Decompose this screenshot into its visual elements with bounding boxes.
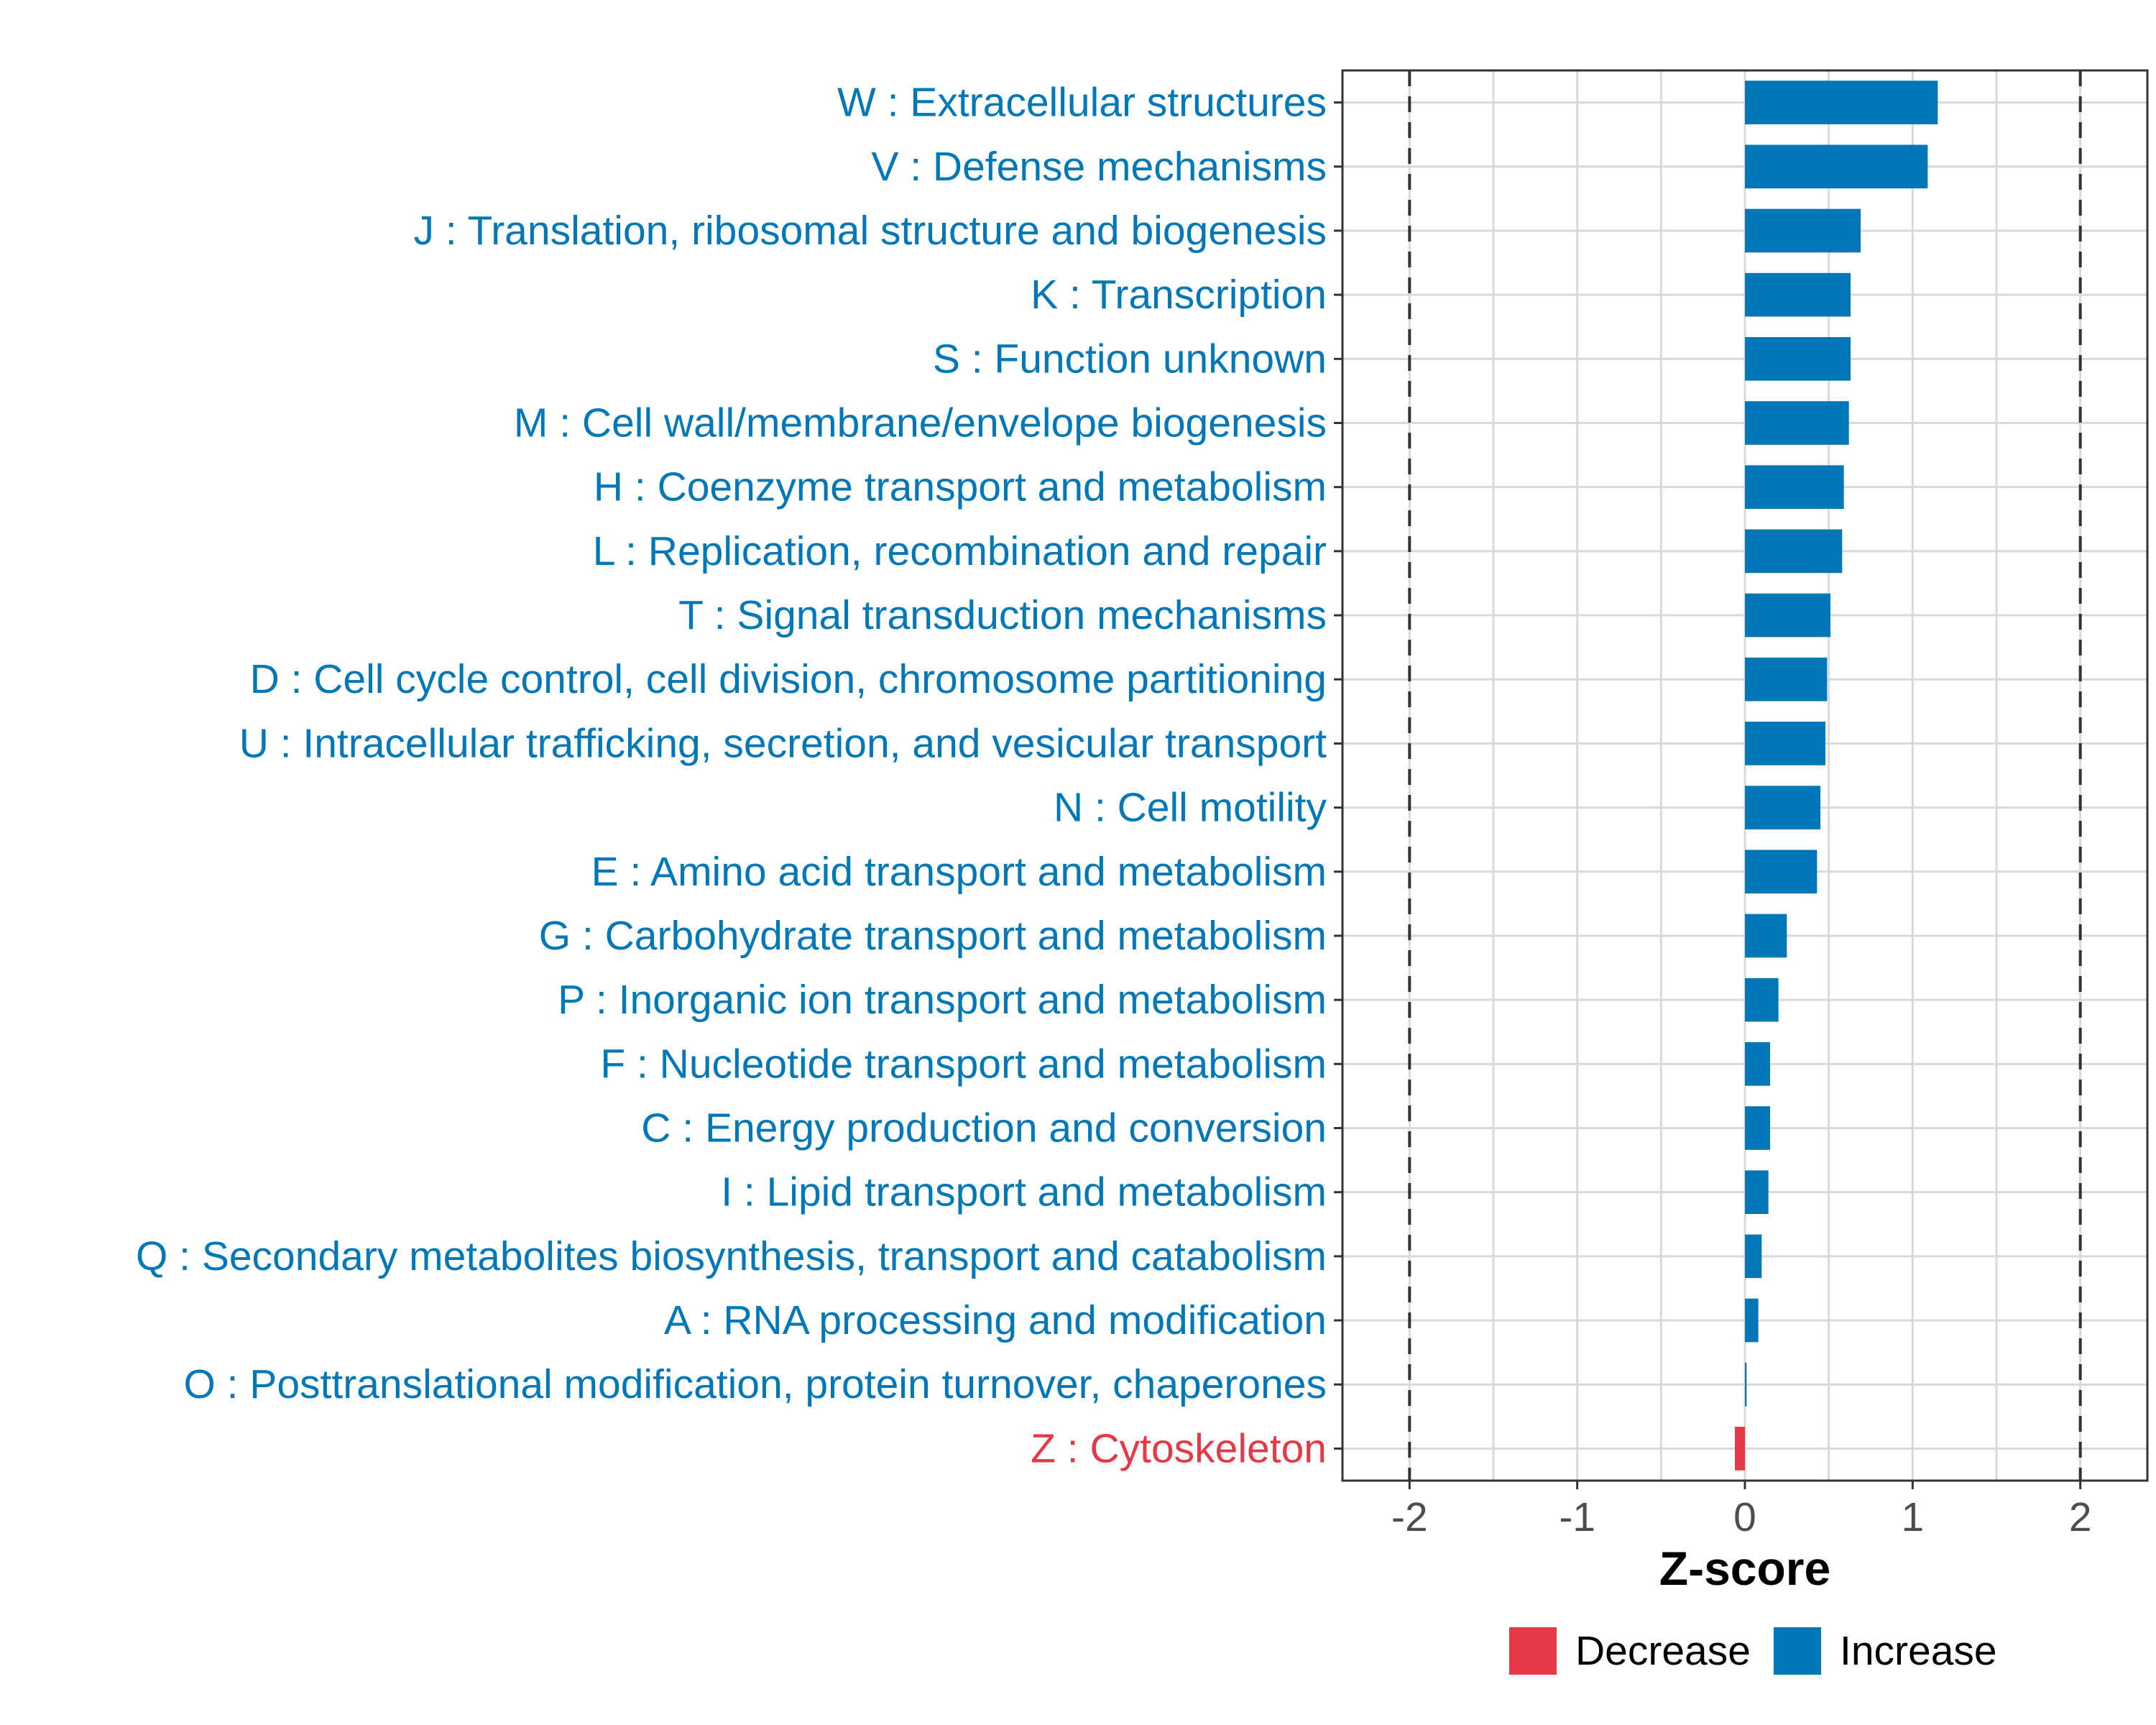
bar — [1745, 593, 1830, 638]
category-label: P : Inorganic ion transport and metaboli… — [558, 977, 1327, 1023]
bar — [1745, 1170, 1769, 1215]
bar — [1745, 272, 1851, 317]
category-label: S : Function unknown — [933, 336, 1327, 382]
bar — [1745, 1234, 1762, 1279]
category-label: E : Amino acid transport and metabolism — [591, 849, 1327, 895]
category-label: J : Translation, ribosomal structure and… — [414, 208, 1327, 254]
legend-swatch — [1774, 1627, 1821, 1675]
x-tick-label: -2 — [1391, 1494, 1428, 1540]
category-label: D : Cell cycle control, cell division, c… — [250, 656, 1327, 702]
bar — [1745, 786, 1820, 829]
category-label: C : Energy production and conversion — [641, 1105, 1327, 1151]
category-labels: W : Extracellular structures V : Defense … — [136, 80, 1342, 1471]
bar — [1745, 1362, 1747, 1407]
bars — [1735, 80, 1938, 1471]
category-label: G : Carbohydrate transport and metabolis… — [539, 913, 1327, 959]
category-label: M : Cell wall/membrane/envelope biogenes… — [514, 400, 1327, 446]
bar — [1745, 1106, 1770, 1150]
bar — [1745, 1041, 1770, 1086]
category-label: Q : Secondary metabolites biosynthesis, … — [136, 1233, 1327, 1279]
category-label: T : Signal transduction mechanisms — [678, 592, 1327, 638]
category-label: F : Nucleotide transport and metabolism — [600, 1041, 1327, 1087]
category-label: W : Extracellular structures — [837, 80, 1327, 126]
category-label: K : Transcription — [1031, 272, 1327, 318]
bar — [1745, 850, 1818, 894]
legend: Decrease Increase — [1509, 1627, 1997, 1675]
category-label: V : Defense mechanisms — [871, 144, 1327, 190]
legend-label: Decrease — [1575, 1628, 1751, 1674]
category-label: H : Coenzyme transport and metabolism — [594, 464, 1327, 510]
category-label: N : Cell motility — [1054, 785, 1327, 831]
category-label: A : RNA processing and modification — [664, 1297, 1327, 1343]
bar — [1745, 144, 1928, 189]
x-tick-label: 1 — [1901, 1494, 1924, 1540]
bar — [1735, 1427, 1745, 1471]
bar — [1745, 914, 1787, 958]
bar — [1745, 465, 1844, 510]
bar — [1745, 529, 1843, 574]
category-label: O : Posttranslational modification, prot… — [183, 1361, 1327, 1407]
bar — [1745, 722, 1825, 765]
bar — [1745, 978, 1779, 1022]
category-label: I : Lipid transport and metabolism — [721, 1169, 1327, 1215]
category-label: Z : Cytoskeleton — [1031, 1425, 1327, 1471]
x-axis-ticks: -2 -1 0 1 2 — [1391, 1481, 2092, 1540]
legend-swatch — [1509, 1627, 1557, 1675]
x-tick-label: 0 — [1733, 1494, 1756, 1540]
bar — [1745, 1298, 1759, 1343]
x-tick-label: 2 — [2069, 1494, 2092, 1540]
bar — [1745, 80, 1938, 124]
bar — [1745, 657, 1828, 702]
bar — [1745, 401, 1849, 445]
bar — [1745, 336, 1851, 381]
bar — [1745, 208, 1861, 253]
x-axis-title: Z-score — [1659, 1542, 1830, 1595]
legend-label: Increase — [1840, 1628, 1997, 1674]
category-label: L : Replication, recombination and repai… — [593, 528, 1327, 574]
category-label: U : Intracellular trafficking, secretion… — [239, 720, 1327, 766]
x-tick-label: -1 — [1559, 1494, 1595, 1540]
threshold-lines — [1408, 70, 2082, 1481]
